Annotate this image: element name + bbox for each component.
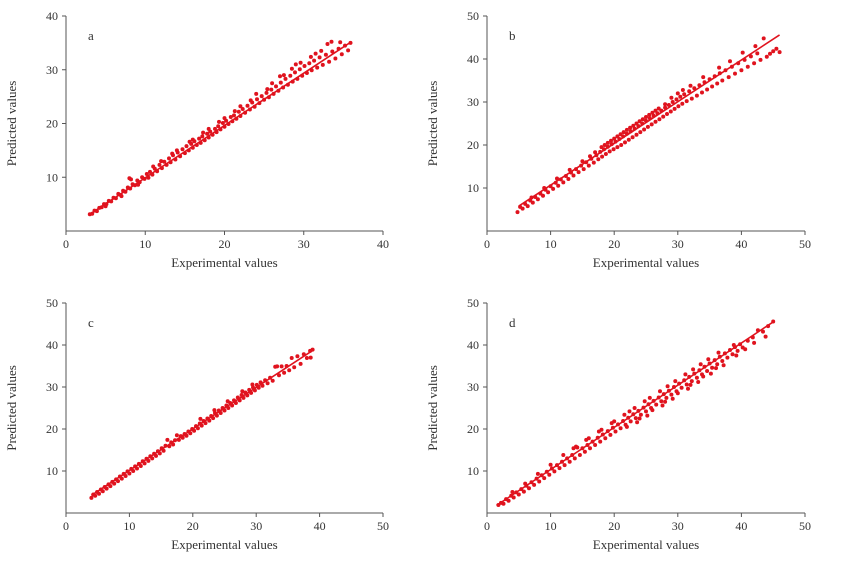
tick-marks: [62, 302, 384, 517]
x-tick-label: 40: [314, 519, 326, 533]
tick-marks: [62, 15, 384, 235]
x-tick-label: 10: [123, 519, 135, 533]
y-axis-title: Predicted values: [425, 81, 440, 167]
y-tick-label: 50: [46, 296, 58, 310]
y-tick-label: 20: [46, 117, 58, 131]
y-tick-label: 10: [467, 181, 479, 195]
tick-marks: [483, 15, 806, 235]
x-tick-label: 40: [377, 237, 389, 251]
y-tick-label: 30: [467, 95, 479, 109]
y-tick-label: 50: [467, 9, 479, 23]
y-tick-label: 40: [46, 338, 58, 352]
trend-line: [496, 321, 774, 507]
x-tick-label: 0: [63, 237, 69, 251]
x-tick-label: 30: [298, 237, 310, 251]
panel-d: 0 10 20 30 40 50 10 20 30 40 50 Experimental values…: [421, 281, 843, 563]
data-points: [515, 36, 782, 215]
x-tick-label: 20: [608, 519, 620, 533]
x-tick-label: 40: [735, 519, 747, 533]
x-tick-label: 20: [608, 237, 620, 251]
x-tick-label: 30: [250, 519, 262, 533]
x-tick-label: 40: [735, 237, 747, 251]
trend-line: [90, 349, 314, 497]
trend-line: [89, 41, 352, 216]
x-tick-label: 10: [545, 237, 557, 251]
x-tick-label: 50: [377, 519, 389, 533]
panel-letter: d: [509, 315, 516, 330]
y-tick-label: 30: [46, 63, 58, 77]
y-tick-label: 10: [467, 464, 479, 478]
x-axis-title: Experimental values: [593, 255, 700, 270]
x-tick-label: 0: [484, 237, 490, 251]
x-tick-label: 10: [139, 237, 151, 251]
panel-c: 0 10 20 30 40 50 10 20 30 40 50 Experimental values…: [0, 281, 421, 563]
axes: [486, 303, 805, 514]
x-axis-title: Experimental values: [171, 255, 278, 270]
x-tick-label: 30: [672, 237, 684, 251]
x-tick-label: 0: [63, 519, 69, 533]
y-axis-title: Predicted values: [4, 365, 19, 451]
x-tick-label: 50: [799, 237, 811, 251]
panel-letter: b: [509, 28, 516, 43]
y-tick-label: 20: [467, 138, 479, 152]
y-tick-label: 40: [46, 9, 58, 23]
tick-labels: 0 10 20 30 40 50 10 20 30 40 50: [467, 9, 811, 251]
x-tick-label: 20: [187, 519, 199, 533]
tick-labels: 0 10 20 30 40 50 10 20 30 40 50: [46, 296, 389, 533]
x-axis-title: Experimental values: [593, 537, 700, 552]
tick-marks: [483, 302, 806, 517]
trend-line: [518, 34, 780, 207]
x-axis-title: Experimental values: [171, 537, 278, 552]
panel-b: 0 10 20 30 40 50 10 20 30 40 50 Experimental values…: [421, 0, 843, 281]
x-tick-label: 30: [672, 519, 684, 533]
x-tick-label: 20: [219, 237, 231, 251]
y-tick-label: 30: [46, 380, 58, 394]
y-tick-label: 30: [467, 380, 479, 394]
y-tick-label: 20: [46, 422, 58, 436]
scatter-plot-b: 0 10 20 30 40 50 10 20 30 40 50 Experimental values…: [425, 9, 811, 270]
scatter-plot-c: 0 10 20 30 40 50 10 20 30 40 50 Experimental values…: [4, 296, 389, 552]
y-tick-label: 10: [46, 170, 58, 184]
y-tick-label: 20: [467, 422, 479, 436]
panel-a: 0 10 20 30 40 10 20 30 40 Experimental values Pred…: [0, 0, 421, 281]
scatter-plot-a: 0 10 20 30 40 10 20 30 40 Experimental values Pred…: [4, 9, 389, 270]
scatter-plot-d: 0 10 20 30 40 50 10 20 30 40 50 Experimental values…: [425, 296, 811, 552]
y-tick-label: 10: [46, 464, 58, 478]
tick-labels: 0 10 20 30 40 50 10 20 30 40 50: [467, 296, 811, 533]
x-tick-label: 10: [545, 519, 557, 533]
y-axis-title: Predicted values: [425, 365, 440, 451]
x-tick-label: 50: [799, 519, 811, 533]
y-tick-label: 40: [467, 338, 479, 352]
y-axis-title: Predicted values: [4, 81, 19, 167]
panel-letter: a: [88, 28, 94, 43]
tick-labels: 0 10 20 30 40 10 20 30 40: [46, 9, 389, 251]
y-tick-label: 40: [467, 52, 479, 66]
x-tick-label: 0: [484, 519, 490, 533]
panel-letter: c: [88, 315, 94, 330]
y-tick-label: 50: [467, 296, 479, 310]
